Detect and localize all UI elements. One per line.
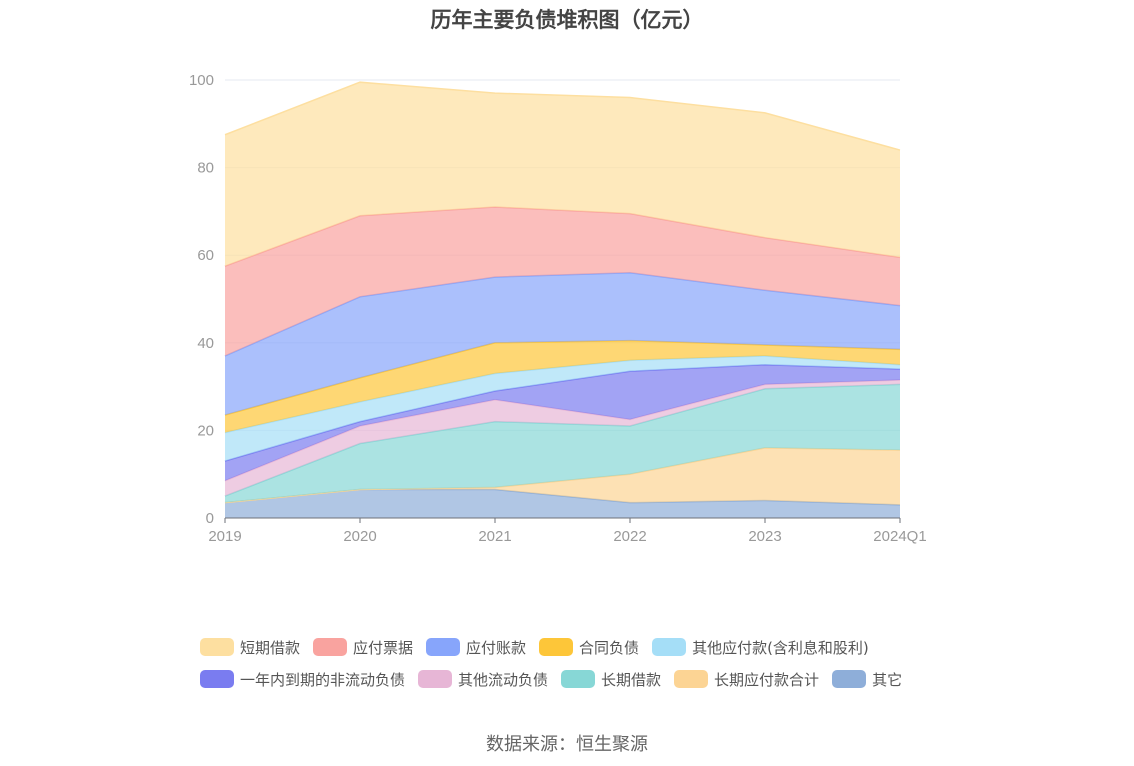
- area-series-6[interactable]: [225, 340, 900, 433]
- area-series-9[interactable]: [225, 82, 900, 267]
- legend-swatch: [652, 638, 687, 656]
- legend-label: 短期借款: [240, 638, 301, 657]
- data-source: 数据来源：恒生聚源: [486, 734, 648, 755]
- legend-label: 应付账款: [466, 638, 527, 657]
- y-tick-label: 60: [197, 247, 214, 264]
- legend-row: 短期借款 应付票据 应付账款 合同负债 其他应付款(含利息和股利): [200, 631, 960, 663]
- chart-legend: 短期借款 应付票据 应付账款 合同负债 其他应付款(含利息和股利) 一年内到期的非流动负债…: [200, 631, 960, 695]
- legend-item[interactable]: 长期借款: [561, 669, 661, 690]
- area-series-edge-9: [224, 81, 901, 151]
- legend-label: 其他应付款(含利息和股利): [692, 638, 869, 657]
- y-tick-label: 40: [197, 335, 214, 352]
- legend-item[interactable]: 短期借款: [200, 637, 300, 658]
- legend-swatch: [313, 638, 348, 656]
- legend-item[interactable]: 应付票据: [313, 637, 413, 658]
- legend-swatch: [674, 670, 709, 688]
- legend-item[interactable]: 其它: [832, 669, 902, 690]
- x-tick-label: 2024Q1: [873, 528, 926, 545]
- legend-swatch: [200, 670, 234, 688]
- x-tick-label: 2022: [613, 528, 646, 545]
- area-series-1[interactable]: [225, 447, 900, 505]
- area-series-4[interactable]: [225, 364, 900, 481]
- legend-item[interactable]: 应付账款: [426, 637, 526, 658]
- y-tick-label: 80: [197, 160, 214, 177]
- legend-swatch: [561, 670, 596, 688]
- legend-label: 长期应付款合计: [714, 670, 820, 689]
- legend-swatch: [426, 638, 461, 656]
- x-tick-label: 2019: [208, 528, 241, 545]
- stacked-area-chart: 0 20 40 60 80 100 2019 2020 2021 2022 2023 2024Q1: [189, 72, 927, 545]
- legend-item[interactable]: 其他流动负债: [418, 669, 548, 690]
- chart-title: 历年主要负债堆积图（亿元）: [430, 8, 704, 32]
- legend-label: 其它: [872, 670, 903, 689]
- y-tick-label: 0: [206, 510, 214, 527]
- x-tick-label: 2020: [343, 528, 376, 545]
- y-tick-label: 100: [189, 72, 214, 89]
- area-series: [224, 81, 901, 518]
- legend-label: 应付票据: [353, 638, 414, 657]
- area-series-8[interactable]: [225, 207, 900, 356]
- legend-item[interactable]: 合同负债: [539, 637, 639, 658]
- legend-label: 合同负债: [579, 638, 640, 657]
- x-tick-label: 2021: [478, 528, 511, 545]
- x-tick-label: 2023: [748, 528, 781, 545]
- area-series-5[interactable]: [225, 355, 900, 462]
- legend-swatch: [418, 670, 453, 688]
- legend-swatch: [832, 670, 867, 688]
- legend-swatch: [539, 638, 574, 656]
- legend-label: 长期借款: [601, 670, 662, 689]
- area-series-7[interactable]: [225, 272, 900, 416]
- legend-item[interactable]: 其他应付款(含利息和股利): [652, 637, 869, 658]
- legend-item[interactable]: 一年内到期的非流动负债: [200, 669, 405, 690]
- legend-swatch: [200, 638, 234, 656]
- axes: 0 20 40 60 80 100 2019 2020 2021 2022 2023 2024Q1: [189, 72, 927, 545]
- legend-label: 其他流动负债: [458, 670, 549, 689]
- area-series-2[interactable]: [225, 384, 900, 503]
- y-tick-label: 20: [197, 422, 214, 439]
- legend-row: 一年内到期的非流动负债 其他流动负债 长期借款 长期应付款合计 其它: [200, 663, 960, 695]
- area-series-3[interactable]: [225, 380, 900, 497]
- legend-item[interactable]: 长期应付款合计: [674, 669, 819, 690]
- area-series-0[interactable]: [225, 489, 900, 518]
- legend-label: 一年内到期的非流动负债: [240, 670, 406, 689]
